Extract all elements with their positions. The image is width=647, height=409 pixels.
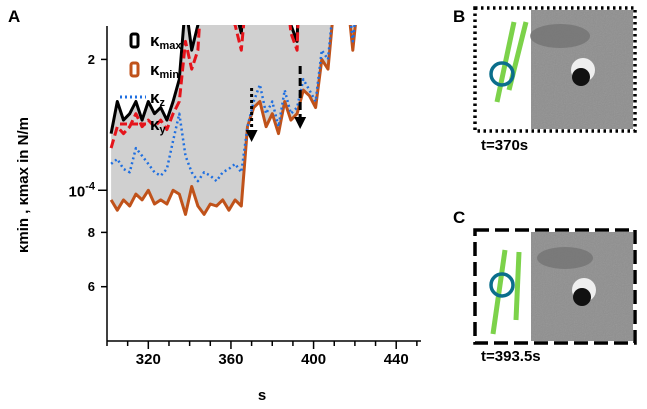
panel-c-bead: [573, 288, 591, 306]
legend-entry-kappa-z: κz: [120, 88, 165, 109]
panel-b-border: [473, 6, 637, 133]
x-tick-label: 440: [384, 351, 409, 368]
panel-b-letter: B: [453, 7, 465, 26]
panel-b-time: t=370s: [481, 137, 528, 154]
panel-c-image: [473, 228, 637, 345]
arrow-1-head: [245, 130, 258, 142]
y-label-text: κmin , κmax in N/m: [15, 117, 32, 253]
series-kappa-min-line: [109, 25, 357, 216]
panel-b-image: [473, 6, 637, 133]
x-axis-label: s: [258, 387, 266, 404]
legend: κmax κmin κz κy: [120, 31, 182, 136]
y-tick-label: 2: [88, 52, 95, 67]
panel-c-cell-shade: [537, 247, 593, 269]
legend-label: κz: [150, 88, 165, 109]
panel-c-circle: [489, 272, 515, 298]
panel-b-cell-shade: [530, 24, 590, 48]
legend-label: κmin: [150, 60, 179, 81]
kappa-range-band: [111, 25, 356, 215]
series-kappa-max-line: [109, 25, 300, 134]
panel-b-circle: [489, 61, 515, 87]
panel-c-line-right: [513, 251, 522, 321]
y-tick-label: 10-4: [69, 180, 96, 200]
panel-b-bead: [572, 68, 590, 86]
x-tick-label: 400: [301, 351, 326, 368]
legend-label: κmax: [150, 31, 182, 52]
legend-entry-kappa-min: κmin: [129, 60, 179, 81]
panel-c-letter: C: [453, 208, 465, 227]
panel-c-line-left: [490, 249, 508, 335]
y-tick-label: 8: [88, 225, 95, 240]
legend-swatch: [129, 61, 140, 78]
legend-swatch: [129, 32, 140, 49]
x-tick-label: 320: [136, 351, 161, 368]
series-layer: [109, 25, 357, 216]
y-axis-label: κmin , κmax in N/m: [15, 117, 32, 253]
arrow-markers: [245, 66, 307, 142]
panel-c-time: t=393.5s: [481, 348, 541, 365]
arrow-2-head: [294, 117, 307, 129]
panel-c-border: [473, 228, 637, 345]
x-ticks: 320 360 400 440: [106, 341, 418, 368]
legend-entry-kappa-y: κy: [120, 115, 166, 136]
y-tick-label: 6: [88, 279, 95, 294]
legend-entry-kappa-max: κmax: [129, 31, 182, 52]
legend-label: κy: [150, 115, 166, 136]
x-tick-label: 360: [218, 351, 243, 368]
panel-a-letter: A: [8, 7, 20, 26]
